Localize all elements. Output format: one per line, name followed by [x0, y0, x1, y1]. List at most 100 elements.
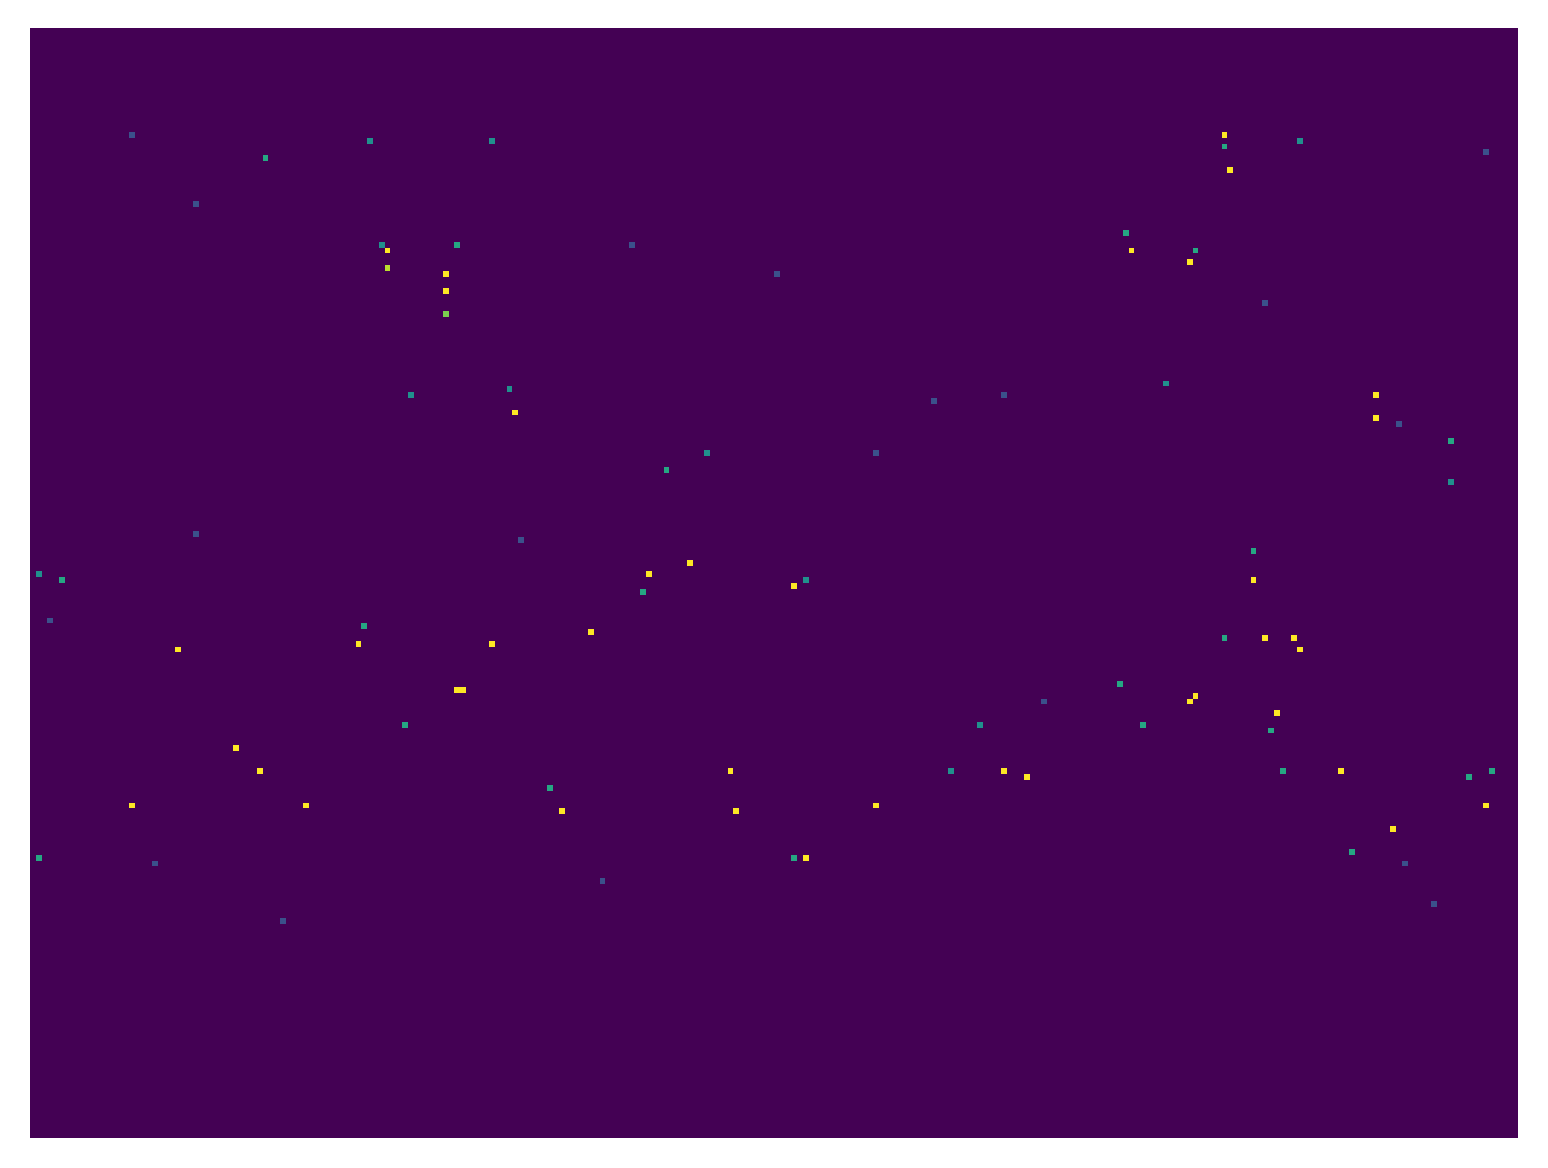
heatmap-cell — [1338, 768, 1344, 774]
heatmap-cell — [803, 577, 809, 583]
heatmap-cell — [1123, 230, 1129, 236]
heatmap-cell — [791, 855, 797, 861]
heatmap-cell — [1227, 167, 1233, 173]
heatmap-cell — [1466, 774, 1472, 780]
heatmap-cell — [1448, 438, 1454, 444]
heatmap-cell — [385, 248, 391, 254]
heatmap-cell — [629, 242, 635, 248]
heatmap-cell — [977, 722, 983, 728]
heatmap-cell — [512, 410, 518, 416]
heatmap-cell — [408, 392, 414, 398]
heatmap-cell — [948, 768, 954, 774]
heatmap-cell — [774, 271, 780, 277]
heatmap-cell — [1297, 138, 1303, 144]
heatmap-cell — [193, 201, 199, 207]
heatmap-cell — [1483, 149, 1489, 155]
heatmap-cell — [931, 398, 937, 404]
heatmap-cell — [454, 687, 460, 693]
heatmap-cell — [803, 855, 809, 861]
heatmap-cell — [1251, 577, 1257, 583]
heatmap-cell — [129, 132, 135, 138]
heatmap-cell — [1349, 849, 1355, 855]
heatmap-cell — [233, 745, 239, 751]
heatmap-cell — [507, 386, 513, 392]
heatmap-cell — [152, 861, 158, 867]
heatmap-cell — [1489, 768, 1495, 774]
heatmap-cell — [379, 242, 385, 248]
heatmap-cell — [518, 537, 524, 543]
heatmap-cell — [1001, 392, 1007, 398]
heatmap-cell — [733, 808, 739, 814]
heatmap-cell — [1268, 728, 1274, 734]
heatmap-cell — [559, 808, 565, 814]
heatmap-cells — [36, 132, 1495, 924]
chart — [0, 0, 1548, 1168]
heatmap-cell — [367, 138, 373, 144]
heatmap-cell — [36, 855, 42, 861]
heatmap-cell — [454, 242, 460, 248]
heatmap-cell — [1193, 693, 1199, 699]
heatmap-cell — [1163, 381, 1169, 387]
heatmap-cell — [1431, 901, 1437, 907]
heatmap-cell — [1001, 768, 1007, 774]
heatmap-cell — [402, 722, 408, 728]
heatmap-cell — [361, 623, 367, 629]
heatmap-cell — [193, 531, 199, 537]
heatmap-cell — [588, 629, 594, 635]
heatmap-cell — [547, 785, 553, 791]
heatmap-cell — [791, 583, 797, 589]
heatmap-cell — [489, 138, 495, 144]
heatmap-cell — [1390, 826, 1396, 832]
heatmap-cell — [1140, 722, 1146, 728]
heatmap-cell — [728, 768, 734, 774]
heatmap-cell — [36, 571, 42, 577]
heatmap-cell — [303, 803, 309, 809]
heatmap-background — [30, 28, 1518, 1138]
heatmap-cell — [1041, 699, 1047, 705]
heatmap-cell — [1024, 774, 1030, 780]
heatmap-cell — [1222, 132, 1228, 138]
heatmap-cell — [664, 467, 670, 473]
heatmap-cell — [489, 641, 495, 647]
heatmap-cell — [356, 641, 362, 647]
heatmap-cell — [59, 577, 65, 583]
heatmap-cell — [1193, 248, 1199, 254]
heatmap-cell — [175, 647, 181, 653]
heatmap-cell — [600, 878, 606, 884]
heatmap-cell — [1483, 803, 1489, 809]
heatmap-cell — [1280, 768, 1286, 774]
heatmap-cell — [443, 271, 449, 277]
heatmap-cell — [1262, 635, 1268, 641]
heatmap-cell — [443, 311, 449, 317]
heatmap-cell — [1291, 635, 1297, 641]
heatmap-cell — [1129, 248, 1135, 254]
heatmap-cell — [873, 803, 879, 809]
heatmap-cell — [1402, 861, 1408, 867]
heatmap-cell — [1117, 681, 1123, 687]
heatmap-cell — [280, 918, 286, 924]
heatmap-cell — [687, 560, 693, 566]
heatmap-cell — [257, 768, 263, 774]
heatmap-cell — [873, 450, 879, 456]
heatmap-cell — [1222, 635, 1228, 641]
heatmap-cell — [1187, 699, 1193, 705]
heatmap-cell — [460, 687, 466, 693]
heatmap-cell — [704, 450, 710, 456]
heatmap-cell — [443, 288, 449, 294]
heatmap-cell — [1396, 421, 1402, 427]
heatmap-cell — [1274, 710, 1280, 716]
heatmap-cell — [1187, 259, 1193, 265]
heatmap-cell — [1448, 479, 1454, 485]
heatmap-cell — [1373, 415, 1379, 421]
heatmap-cell — [646, 571, 652, 577]
heatmap-cell — [1251, 548, 1257, 554]
heatmap-cell — [640, 589, 646, 595]
heatmap-cell — [1222, 144, 1228, 150]
heatmap-cell — [47, 618, 53, 624]
heatmap-cell — [385, 265, 391, 271]
heatmap-cell — [1297, 647, 1303, 653]
heatmap-cell — [1262, 300, 1268, 306]
heatmap-cell — [129, 803, 135, 809]
heatmap-cell — [263, 155, 269, 161]
heatmap-cell — [1373, 392, 1379, 398]
